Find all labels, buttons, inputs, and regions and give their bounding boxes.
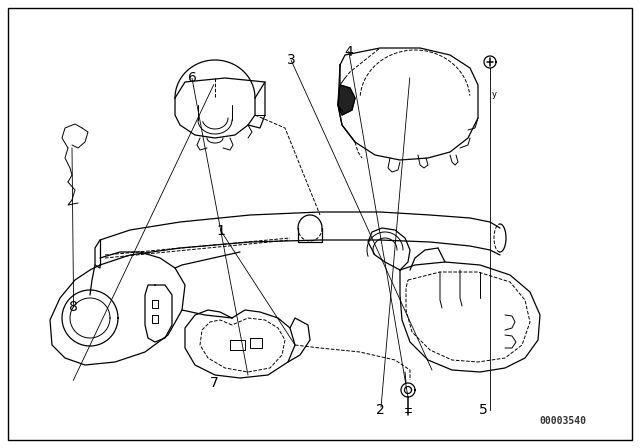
Text: 7: 7 [210,376,219,390]
Text: 6: 6 [188,71,196,86]
Text: 1: 1 [216,224,225,238]
Text: 4: 4 [344,44,353,59]
Text: 8: 8 [69,300,78,314]
Text: 2: 2 [376,403,385,417]
Text: 3: 3 [287,53,296,68]
Polygon shape [338,85,355,115]
Text: 00003540: 00003540 [540,416,587,426]
Text: 5: 5 [479,403,488,417]
Text: y: y [492,90,497,99]
